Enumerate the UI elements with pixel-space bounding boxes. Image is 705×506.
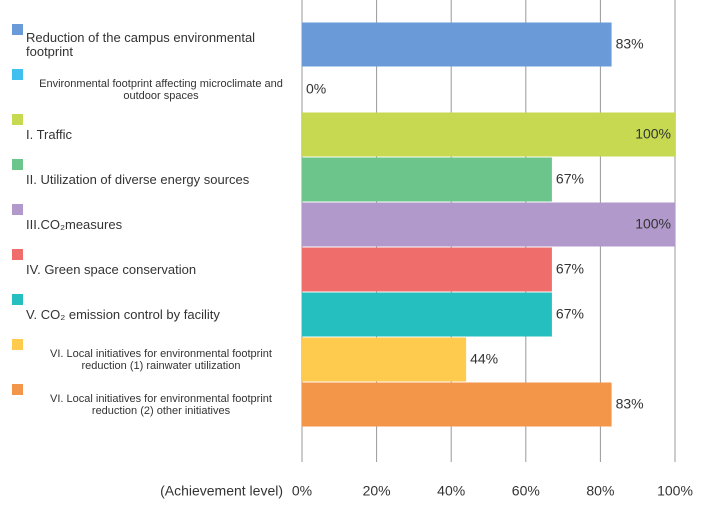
category-text: III.CO₂measures bbox=[26, 216, 123, 232]
value-label: 83% bbox=[616, 36, 644, 52]
bar bbox=[302, 337, 467, 382]
value-label: 67% bbox=[556, 261, 584, 277]
category-text: IV. Green space conservation bbox=[26, 261, 197, 277]
category-text: Environmental footprint affecting microc… bbox=[39, 77, 283, 102]
bar bbox=[302, 157, 552, 202]
bar bbox=[302, 292, 552, 337]
bar bbox=[302, 22, 612, 67]
category-text: I. Traffic bbox=[26, 126, 72, 142]
legend-swatch bbox=[12, 384, 23, 395]
category-label: III.CO₂measures bbox=[12, 202, 300, 247]
x-tick-label: 100% bbox=[657, 483, 693, 499]
bar bbox=[302, 247, 552, 292]
value-label: 100% bbox=[635, 216, 671, 232]
legend-swatch bbox=[12, 249, 23, 260]
category-label: V. CO₂ emission control by facility bbox=[12, 292, 300, 337]
bar bbox=[302, 112, 675, 157]
category-label: Reduction of the campus environmental fo… bbox=[12, 22, 300, 67]
category-text: V. CO₂ emission control by facility bbox=[26, 306, 220, 322]
value-label: 100% bbox=[635, 126, 671, 142]
category-text: II. Utilization of diverse energy source… bbox=[26, 171, 250, 187]
x-tick-label: 20% bbox=[363, 483, 391, 499]
category-label: II. Utilization of diverse energy source… bbox=[12, 157, 300, 202]
x-tick-label: 60% bbox=[512, 483, 540, 499]
value-label: 0% bbox=[306, 81, 326, 97]
category-label: Environmental footprint affecting microc… bbox=[12, 67, 300, 112]
bar bbox=[302, 382, 612, 427]
legend-swatch bbox=[12, 204, 23, 215]
value-label: 44% bbox=[470, 351, 498, 367]
category-label: I. Traffic bbox=[12, 112, 300, 157]
category-label: VI. Local initiatives for environmental … bbox=[12, 382, 300, 427]
legend-swatch bbox=[12, 114, 23, 125]
x-axis-label: (Achievement level) bbox=[160, 483, 283, 499]
legend-swatch bbox=[12, 339, 23, 350]
value-label: 83% bbox=[616, 396, 644, 412]
legend-swatch bbox=[12, 69, 23, 80]
category-label: VI. Local initiatives for environmental … bbox=[12, 337, 300, 382]
legend-swatch bbox=[12, 294, 23, 305]
category-label: IV. Green space conservation bbox=[12, 247, 300, 292]
legend-swatch bbox=[12, 159, 23, 170]
category-text: VI. Local initiatives for environmental … bbox=[50, 347, 272, 372]
value-label: 67% bbox=[556, 306, 584, 322]
x-tick-label: 0% bbox=[292, 483, 312, 499]
bar bbox=[302, 202, 675, 247]
value-label: 67% bbox=[556, 171, 584, 187]
x-tick-label: 80% bbox=[586, 483, 614, 499]
category-text: VI. Local initiatives for environmental … bbox=[50, 392, 272, 417]
legend-swatch bbox=[12, 24, 23, 35]
x-tick-label: 40% bbox=[437, 483, 465, 499]
category-text: Reduction of the campus environmental fo… bbox=[26, 29, 256, 59]
